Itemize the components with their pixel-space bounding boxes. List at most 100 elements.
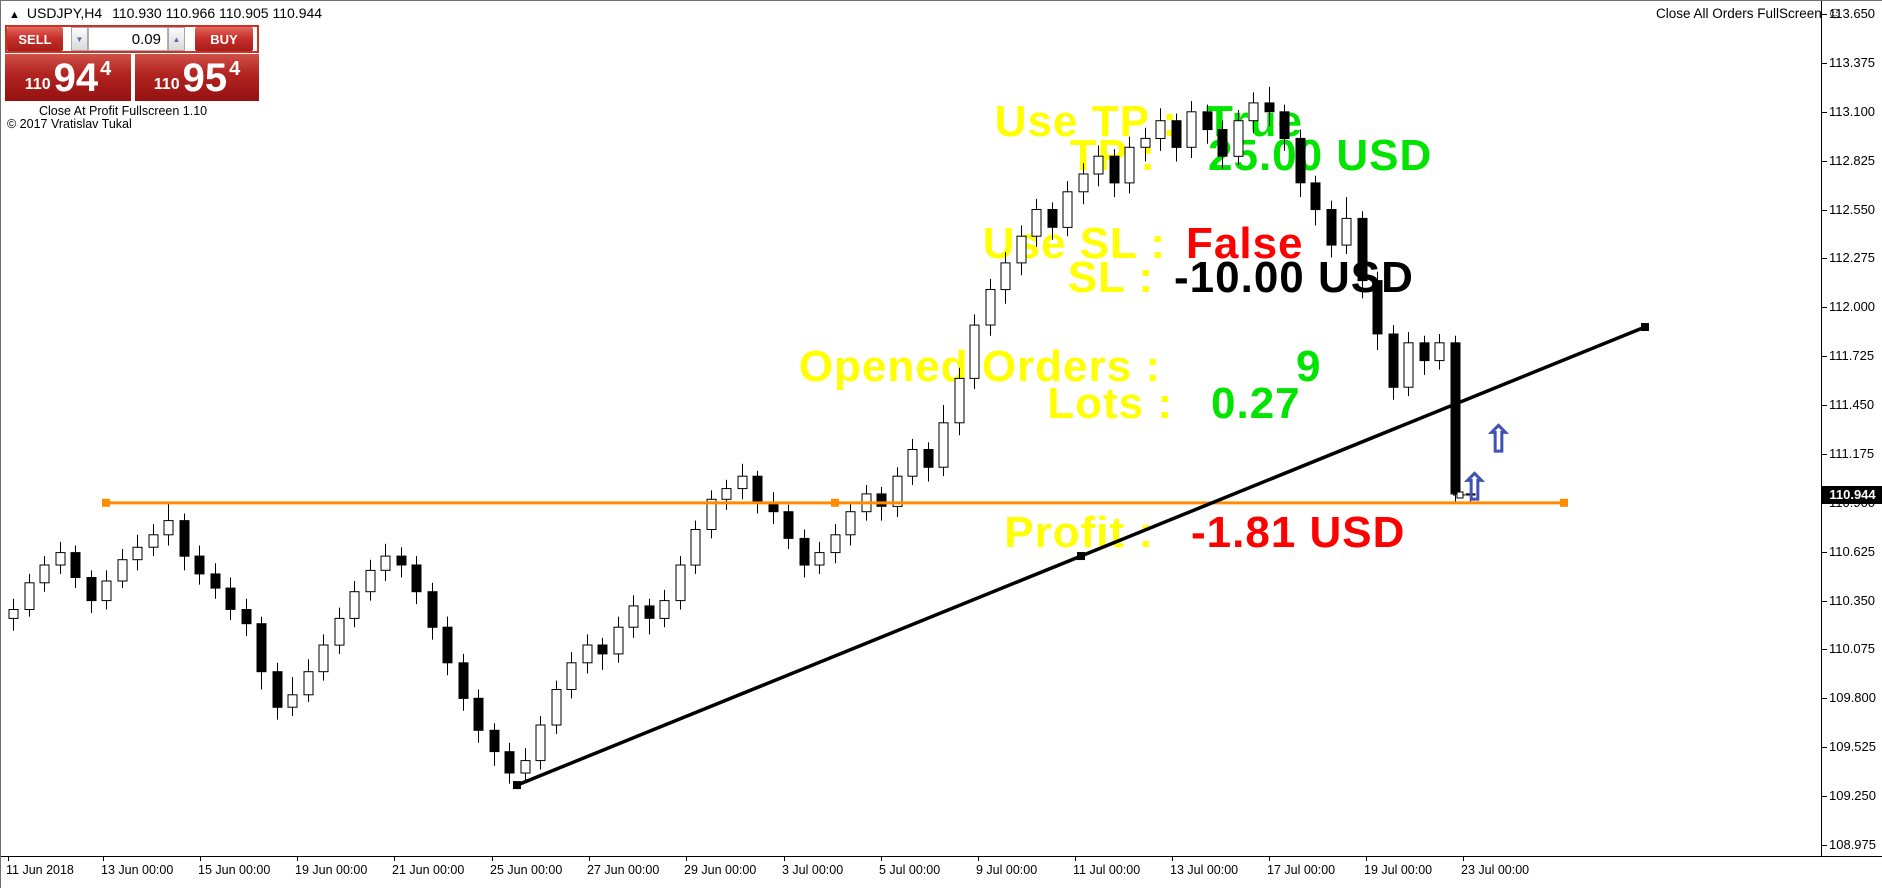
- buy-button[interactable]: BUY: [195, 27, 253, 51]
- candle-body: [1031, 209, 1042, 237]
- trendline-marker[interactable]: [513, 781, 521, 790]
- ea-copyright-label: © 2017 Vratislav Tukal: [7, 117, 132, 131]
- candle-body: [535, 724, 546, 762]
- candle-body: [1016, 235, 1027, 264]
- candle-body: [783, 511, 794, 539]
- candle-body: [256, 623, 267, 673]
- candle-body: [752, 475, 763, 504]
- candle-body: [1093, 155, 1104, 175]
- candle-body: [194, 555, 205, 575]
- candle-body: [86, 577, 97, 602]
- candle-body: [163, 520, 174, 536]
- up-arrow-icon[interactable]: ⇧: [1483, 419, 1515, 460]
- lot-increase-button[interactable]: ▲: [168, 27, 185, 51]
- hline-marker[interactable]: [831, 498, 839, 507]
- candle-body: [675, 564, 686, 602]
- candle-body: [8, 609, 19, 619]
- ea-status-line: Profit : -1.81 USD: [1, 508, 1882, 560]
- buy-price-pip: 4: [229, 58, 241, 80]
- candle-body: [365, 569, 376, 593]
- candle-body: [830, 534, 841, 554]
- candle-body: [954, 377, 965, 424]
- candle-body: [690, 529, 701, 566]
- candle-body: [613, 626, 624, 655]
- candle-body: [799, 537, 810, 566]
- candle-body: [489, 729, 500, 753]
- symbol-timeframe-label: USDJPY,H4: [26, 5, 103, 21]
- close-all-orders-button[interactable]: Close All Orders FullScreen ☺: [1656, 5, 1843, 23]
- candle-body: [1109, 155, 1120, 184]
- candle-body: [1295, 137, 1306, 184]
- buy-price-button[interactable]: 110 95 4: [135, 54, 259, 101]
- hline-marker[interactable]: [1560, 498, 1568, 507]
- candle-body: [442, 626, 453, 664]
- price-quote-row: 110 94 4 110 95 4: [5, 54, 259, 101]
- ea-status-value: -1.81 USD: [1191, 508, 1406, 557]
- ea-status-label: Profit :: [1004, 508, 1154, 557]
- candle-body: [504, 751, 515, 774]
- lot-size-input[interactable]: [88, 27, 168, 51]
- candle-body: [1202, 111, 1213, 131]
- candle-body: [70, 552, 81, 578]
- ea-status-value: 25.00 USD: [1208, 131, 1433, 180]
- ea-status-label: Lots :: [1047, 379, 1173, 428]
- candle-body: [659, 600, 670, 619]
- candle-body: [907, 449, 918, 477]
- candle-body: [473, 697, 484, 731]
- candle-body: [876, 493, 887, 507]
- candle-body: [923, 449, 934, 468]
- candle-body: [117, 559, 128, 582]
- candle-body: [1465, 493, 1476, 496]
- candle-body: [101, 580, 112, 602]
- candle-body: [985, 289, 996, 326]
- ea-status-value: False: [1186, 219, 1304, 268]
- candle-body: [225, 587, 236, 610]
- time-axis-separator: [1, 856, 1882, 857]
- candle-body: [1000, 262, 1011, 291]
- sell-button[interactable]: SELL: [7, 27, 63, 51]
- candle-body: [1248, 102, 1259, 122]
- candle-body: [1124, 146, 1135, 184]
- candle-body: [132, 546, 143, 561]
- sell-price-big: 94: [53, 56, 99, 100]
- hline-marker[interactable]: [102, 498, 110, 507]
- candle-body: [349, 591, 360, 619]
- ea-status-label: Use SL :: [982, 219, 1166, 268]
- candle-body: [845, 511, 856, 536]
- one-click-trading-panel: SELL ▼ ▲ BUY 110 94 4 110 95 4: [5, 25, 259, 101]
- up-arrow-icon[interactable]: ⇧: [1459, 467, 1491, 508]
- candle-body: [737, 475, 748, 490]
- buy-price-big: 95: [182, 56, 228, 100]
- smiley-icon: ☺: [1826, 5, 1844, 22]
- candle-body: [938, 422, 949, 468]
- candle-body: [1264, 102, 1275, 113]
- candle-body: [1186, 111, 1197, 148]
- price-axis-separator: [1821, 1, 1822, 856]
- lot-decrease-button[interactable]: ▼: [71, 27, 88, 51]
- candle-body: [644, 605, 655, 619]
- candle-body: [1326, 209, 1337, 246]
- candle-body: [1434, 342, 1445, 362]
- trade-controls-row: SELL ▼ ▲ BUY: [5, 25, 259, 53]
- bid-price-tag: 110.944: [1822, 486, 1882, 504]
- ea-name-label: Close At Profit Fullscreen 1.10: [39, 104, 208, 118]
- candle-body: [1155, 120, 1166, 139]
- candle-body: [1047, 209, 1058, 228]
- candle-body: [1388, 333, 1399, 388]
- collapse-triangle-icon[interactable]: ▲: [9, 9, 20, 21]
- ohlc-values: 110.930 110.966 110.905 110.944: [112, 5, 323, 21]
- trendline-marker[interactable]: [1077, 552, 1085, 561]
- candle-body: [427, 591, 438, 628]
- candle-body: [628, 605, 639, 628]
- ea-status-line: Lots : 0.27: [1, 379, 1882, 431]
- candle-body: [892, 475, 903, 507]
- candle-body: [411, 564, 422, 593]
- candle-body: [520, 760, 531, 774]
- trendline-marker[interactable]: [1641, 323, 1649, 332]
- candle-body: [1357, 217, 1368, 282]
- candle-body: [39, 564, 50, 584]
- sell-price-button[interactable]: 110 94 4: [5, 54, 131, 101]
- bid-marker: [1456, 491, 1464, 499]
